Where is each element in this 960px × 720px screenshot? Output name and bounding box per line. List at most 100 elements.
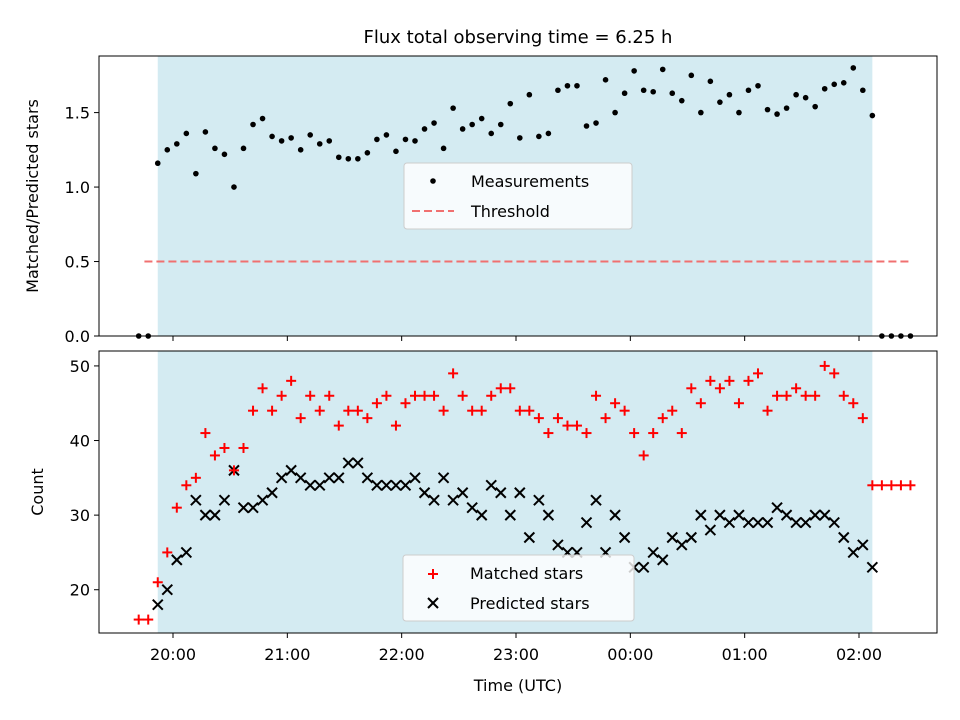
matched-point [619, 405, 630, 416]
matched-point [305, 390, 316, 401]
measurement-point [669, 90, 676, 97]
measurement-point [831, 81, 838, 88]
bottom-legend: Matched stars Predicted stars [402, 554, 635, 622]
top-y-tick-label: 1.5 [65, 104, 90, 123]
top-plot-frame [98, 55, 938, 337]
matched-point [171, 502, 182, 513]
predicted-point [456, 487, 469, 499]
top-x-tick-marks [172, 336, 860, 341]
matched-point [295, 413, 306, 424]
measurement-point [726, 91, 733, 98]
matched-point [467, 405, 478, 416]
predicted-point [495, 487, 507, 499]
predicted-point [371, 479, 383, 491]
matched-point [695, 398, 706, 409]
top-y-axis-label: Matched/Predicted stars [23, 99, 42, 293]
bottom-y-axis: 20 30 40 50 [70, 357, 99, 600]
predicted-point [590, 494, 602, 506]
measurement-point [221, 151, 228, 158]
measurement-point [335, 154, 342, 161]
top-legend-box [403, 162, 633, 230]
measurement-point [774, 111, 780, 117]
predicted-point [190, 494, 202, 506]
matched-point [733, 398, 744, 409]
measurement-point [231, 184, 237, 190]
matched-point [867, 480, 878, 491]
predicted-point [618, 531, 631, 544]
measurement-point [698, 109, 704, 116]
measurement-point [450, 105, 456, 111]
x-tick-label: 01:00 [722, 645, 768, 664]
predicted-point [809, 509, 821, 521]
predicted-point [647, 546, 659, 559]
x-axis-label: Time (UTC) [473, 676, 562, 695]
predicted-point [857, 539, 869, 551]
legend-matched-marker [428, 569, 438, 579]
measurement-point [802, 94, 809, 101]
measurement-point [355, 155, 361, 162]
measurement-point [602, 77, 609, 83]
measurement-point [326, 138, 333, 144]
matched-point [228, 465, 239, 476]
measurement-point [707, 78, 714, 85]
matched-point [200, 428, 211, 439]
predicted-point [285, 464, 297, 477]
predicted-point [161, 584, 173, 596]
matched-point [143, 614, 154, 625]
matched-point [581, 428, 592, 439]
measurement-point [193, 170, 199, 177]
matched-point [238, 442, 249, 453]
measurement-point [850, 65, 857, 71]
matched-point [362, 413, 373, 424]
predicted-point [323, 472, 335, 484]
matched-point [724, 375, 735, 386]
predicted-point [275, 472, 288, 484]
predicted-point [418, 487, 431, 499]
matched-point [657, 413, 668, 424]
matched-point [314, 405, 325, 416]
measurement-point [288, 135, 294, 141]
legend-matched-label: Matched stars [470, 564, 583, 583]
matched-point [476, 405, 487, 416]
matched-point [457, 390, 468, 401]
measurement-point [745, 87, 752, 94]
measurement-point [164, 147, 171, 153]
matched-point [410, 390, 421, 401]
predicted-point [390, 479, 402, 491]
measurement-point [840, 80, 847, 86]
matched-point [714, 383, 725, 394]
matched-point [343, 405, 354, 416]
predicted-point [237, 501, 250, 514]
predicted-point [828, 516, 840, 529]
measurement-point [860, 87, 866, 94]
predicted-point [475, 509, 488, 521]
measurement-point [783, 105, 790, 111]
matched-point [886, 480, 897, 491]
measurement-point [364, 150, 371, 156]
predicted-point [790, 516, 802, 529]
measurement-point [259, 115, 266, 122]
predicted-point [733, 509, 745, 521]
measurement-point [212, 145, 218, 152]
measurement-point [469, 121, 475, 128]
measurement-point [564, 82, 571, 89]
measurement-point [678, 97, 685, 104]
predicted-point [152, 598, 164, 611]
measurement-point [574, 82, 580, 89]
predicted-point [742, 516, 755, 529]
measurement-point [393, 148, 399, 155]
predicted-point [685, 531, 698, 544]
legend-threshold-label: Threshold [470, 202, 550, 221]
measurement-point [526, 91, 533, 98]
predicted-point [314, 479, 326, 491]
bottom-y-tick-label: 20 [70, 581, 90, 600]
matched-point [705, 375, 716, 386]
matched-point [629, 428, 640, 439]
matched-point [495, 383, 506, 394]
matched-point [352, 405, 363, 416]
matched-point [753, 368, 764, 379]
measurement-point [307, 132, 314, 138]
matched-point [591, 390, 602, 401]
predicted-point [637, 561, 650, 574]
